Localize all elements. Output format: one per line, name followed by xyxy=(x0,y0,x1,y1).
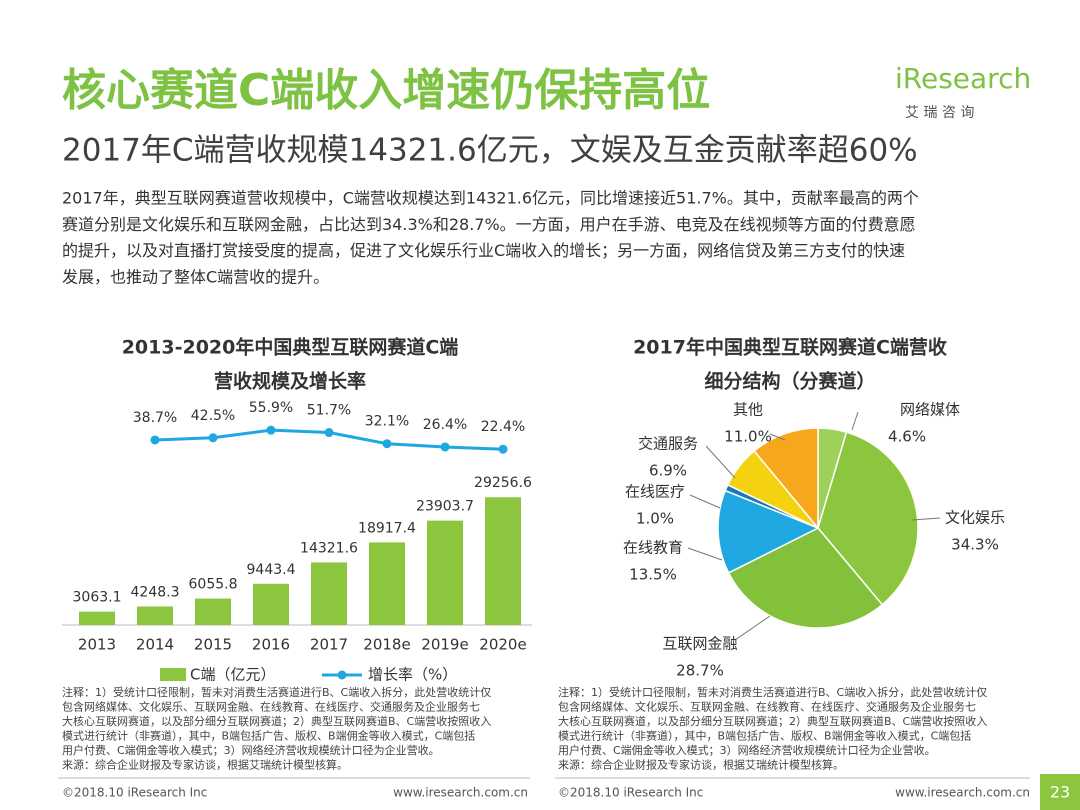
paragraph-line: 赛道分别是文化娱乐和互联网金融，占比达到34.3%和28.7%。一方面，用户在手… xyxy=(62,215,916,234)
data-label: 42.5% xyxy=(191,408,235,424)
paragraph-line: 的提升，以及对直播打赏接受度的提高，促进了文化娱乐行业C端收入的增长；另一方面，… xyxy=(62,241,905,260)
data-label: 4248.3 xyxy=(131,584,180,600)
leader-line xyxy=(734,615,771,641)
page-number: 23 xyxy=(1050,783,1070,802)
data-label: 32.1% xyxy=(365,414,409,430)
data-label: 23903.7 xyxy=(416,499,474,515)
chart-title: 2013-2020年中国典型互联网赛道C端 xyxy=(122,336,459,359)
note-line: 注释：1）受统计口径限制，暂未对消费生活赛道进行B、C端收入拆分，此处营收统计仅 xyxy=(558,685,987,699)
leader-line xyxy=(689,494,721,509)
logo-sub: 艾 瑞 咨 询 xyxy=(905,105,974,121)
pie-label: 在线医疗 xyxy=(625,483,685,501)
x-tick-label: 2020e xyxy=(479,636,526,654)
bar xyxy=(369,542,405,625)
paragraph-line: 2017年，典型互联网赛道营收规模中，C端营收规模达到14321.6亿元，同比增… xyxy=(62,189,919,208)
data-label: 22.4% xyxy=(481,419,525,435)
note-line: 大核心互联网赛道，以及部分细分互联网赛道；2）典型互联网赛道B、C端营收按照收入 xyxy=(62,714,491,728)
pie-slice xyxy=(727,527,884,629)
data-label: 3063.1 xyxy=(73,590,122,606)
pie-label: 文化娱乐 xyxy=(945,509,1005,527)
x-tick-label: 2014 xyxy=(136,636,174,654)
chart-title: 2017年中国典型互联网赛道C端营收 xyxy=(633,336,947,359)
x-tick-label: 2015 xyxy=(194,636,232,654)
pie-value: 13.5% xyxy=(629,566,677,584)
bar xyxy=(311,562,347,625)
note-line: 大核心互联网赛道，以及部分细分互联网赛道；2）典型互联网赛道B、C端营收按照收入 xyxy=(558,714,987,728)
bar xyxy=(427,520,463,625)
note-line: 包含网络媒体、文化娱乐、互联网金融、在线教育、在线医疗、交通服务及企业服务七 xyxy=(62,700,480,714)
note-line: 模式进行统计（非赛道），其中，B端包括广告、版权、B端佣金等收入模式，C端包括 xyxy=(558,729,971,743)
data-label: 14321.6 xyxy=(300,540,358,556)
note-line: 包含网络媒体、文化娱乐、互联网金融、在线教育、在线医疗、交通服务及企业服务七 xyxy=(558,700,976,714)
line-point xyxy=(324,428,334,438)
note-line: 模式进行统计（非赛道），其中，B端包括广告、版权、B端佣金等收入模式，C端包括 xyxy=(62,729,475,743)
pie-slice xyxy=(753,427,819,531)
paragraph-line: 发展，也推动了整体C端营收的提升。 xyxy=(62,267,329,286)
pie-slice xyxy=(817,431,919,606)
pie-value: 34.3% xyxy=(951,536,999,554)
chart-title: 营收规模及增长率 xyxy=(214,370,366,393)
data-label: 9443.4 xyxy=(247,562,296,578)
note-line: 来源：综合企业财报及专家访谈，根据艾瑞统计模型核算。 xyxy=(558,758,844,772)
data-label: 55.9% xyxy=(249,400,293,416)
x-tick-label: 2019e xyxy=(421,636,468,654)
bar xyxy=(137,606,173,625)
x-tick-label: 2013 xyxy=(78,636,116,654)
line-point xyxy=(498,444,508,454)
pie-value: 1.0% xyxy=(636,510,674,528)
chart-title: 细分结构（分赛道） xyxy=(704,370,875,393)
url: www.iresearch.com.cn xyxy=(895,786,1030,800)
leader-line xyxy=(687,547,723,561)
pie-label: 网络媒体 xyxy=(900,401,960,419)
slide-title: 核心赛道C端收入增速仍保持高位 xyxy=(62,65,710,116)
note-line: 用户付费、C端佣金等收入模式；3）网络经济营收规模统计口径为企业营收。 xyxy=(62,743,440,757)
slide-subtitle: 2017年C端营收规模14321.6亿元，文娱及互金贡献率超60% xyxy=(62,133,918,169)
data-label: 26.4% xyxy=(423,417,467,433)
bar xyxy=(195,598,231,625)
copyright: ©2018.10 iResearch Inc xyxy=(62,786,207,800)
page-badge xyxy=(1040,774,1080,810)
x-tick-label: 2016 xyxy=(252,636,290,654)
bar xyxy=(253,583,289,625)
leader-line xyxy=(851,411,859,431)
pie-label: 互联网金融 xyxy=(662,635,737,653)
url: www.iresearch.com.cn xyxy=(393,786,528,800)
legend-label: C端（亿元） xyxy=(190,666,275,684)
legend-swatch xyxy=(160,668,186,681)
line-point xyxy=(150,435,160,445)
x-tick-label: 2017 xyxy=(310,636,348,654)
bar xyxy=(485,497,521,625)
pie-slice xyxy=(717,489,820,574)
data-label: 29256.6 xyxy=(474,475,532,491)
pie-label: 其他 xyxy=(733,401,763,419)
line-point xyxy=(440,442,450,452)
note-line: 用户付费、C端佣金等收入模式；3）网络经济营收规模统计口径为企业营收。 xyxy=(558,743,936,757)
data-label: 6055.8 xyxy=(189,577,238,593)
line-point xyxy=(382,439,392,449)
pie-value: 11.0% xyxy=(724,428,772,446)
logo: iResearch xyxy=(895,62,1031,95)
line-point xyxy=(208,433,218,443)
pie-label: 交通服务 xyxy=(638,435,698,453)
copyright: ©2018.10 iResearch Inc xyxy=(558,786,703,800)
legend-swatch xyxy=(337,670,347,680)
data-label: 18917.4 xyxy=(358,520,416,536)
note-line: 来源：综合企业财报及专家访谈，根据艾瑞统计模型核算。 xyxy=(62,758,348,772)
data-label: 51.7% xyxy=(307,403,351,419)
line-point xyxy=(266,425,276,435)
pie-value: 4.6% xyxy=(888,428,926,446)
leader-line xyxy=(705,445,736,479)
legend-label: 增长率（%） xyxy=(368,666,457,684)
pie-value: 28.7% xyxy=(676,662,724,680)
leader-line xyxy=(911,517,941,521)
data-label: 38.7% xyxy=(133,410,177,426)
leader-line xyxy=(769,433,786,441)
bar xyxy=(79,611,115,625)
pie-value: 6.9% xyxy=(649,462,687,480)
pie-label: 在线教育 xyxy=(623,539,683,557)
note-line: 注释：1）受统计口径限制，暂未对消费生活赛道进行B、C端收入拆分，此处营收统计仅 xyxy=(62,685,491,699)
x-tick-label: 2018e xyxy=(363,636,410,654)
